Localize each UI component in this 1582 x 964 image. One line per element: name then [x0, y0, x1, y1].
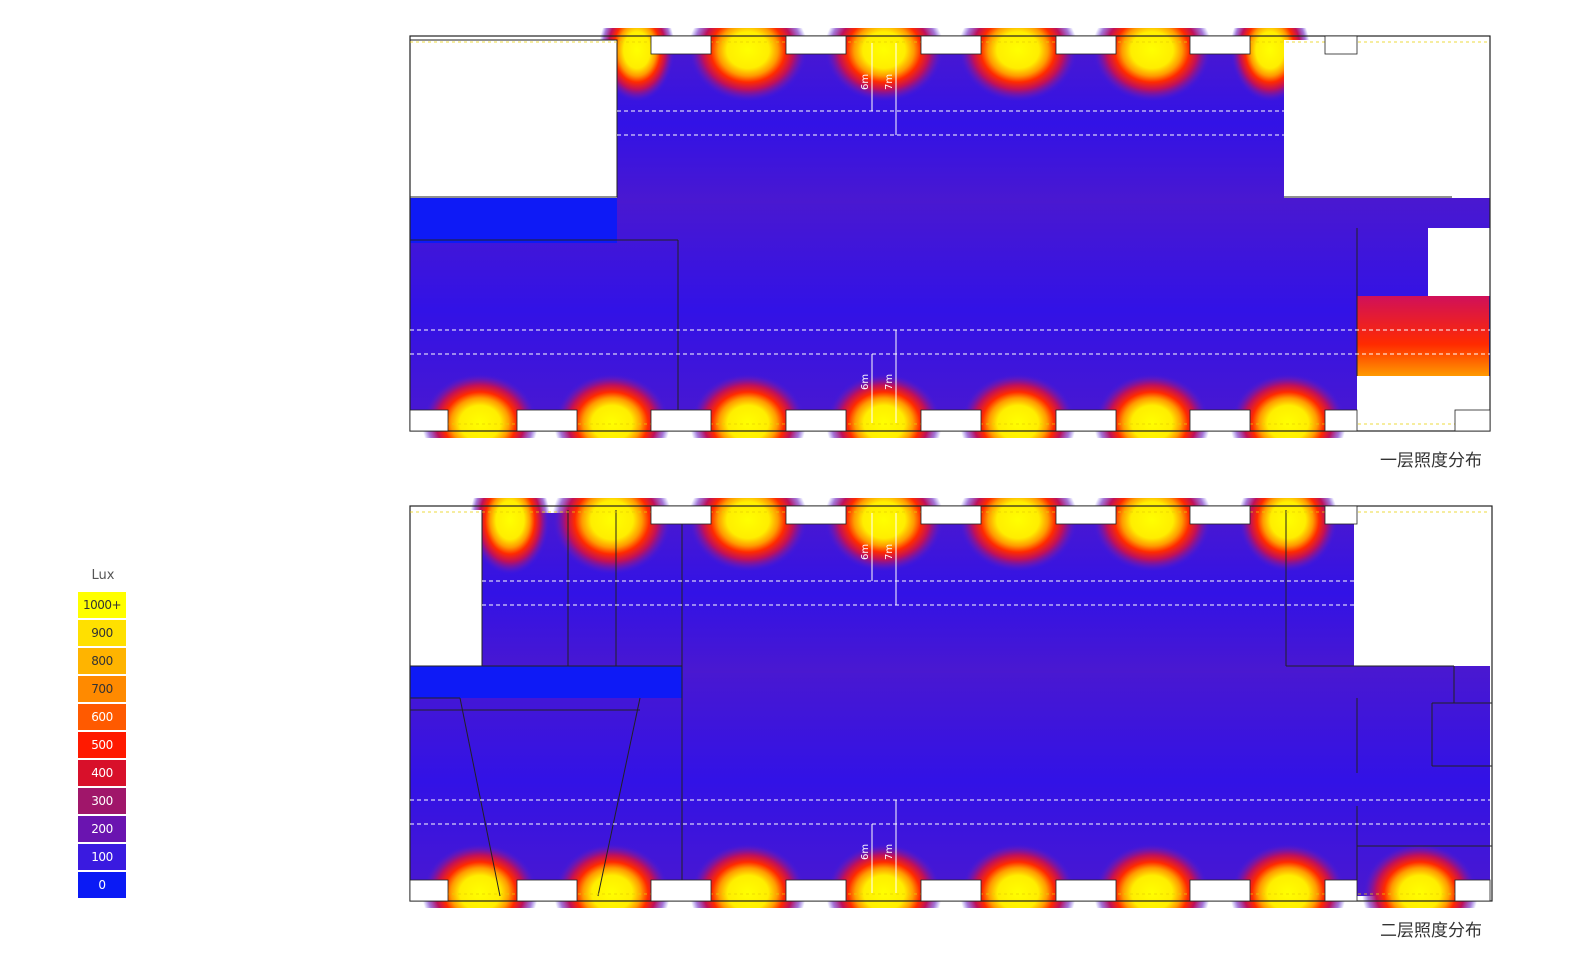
floor-1-illuminance-plan: 6m 7m 6m 7m	[409, 28, 1491, 438]
dim-7m-bottom: 7m	[884, 374, 895, 390]
floor-2-caption: 二层照度分布	[1380, 921, 1482, 941]
legend-swatch: 600	[78, 704, 126, 730]
legend-swatch: 400	[78, 760, 126, 786]
floor-1-caption: 一层照度分布	[1380, 451, 1482, 471]
legend-swatch: 500	[78, 732, 126, 758]
dim-7m-top: 7m	[884, 544, 895, 560]
legend-swatch: 0	[78, 872, 126, 898]
legend-swatch: 900	[78, 620, 126, 646]
dim-6m-top: 6m	[860, 74, 871, 90]
legend-swatch: 300	[78, 788, 126, 814]
legend-swatch: 700	[78, 676, 126, 702]
legend-swatch: 200	[78, 816, 126, 842]
dim-7m-top: 7m	[884, 74, 895, 90]
floor-2-illuminance-plan: 6m 7m 6m 7m	[409, 498, 1493, 908]
legend-swatch: 100	[78, 844, 126, 870]
dim-6m-bottom: 6m	[860, 374, 871, 390]
legend-title: Lux	[91, 568, 115, 583]
legend-swatch: 1000+	[78, 592, 126, 618]
dim-6m-bottom: 6m	[860, 844, 871, 860]
legend-swatch: 800	[78, 648, 126, 674]
dim-7m-bottom: 7m	[884, 844, 895, 860]
dim-6m-top: 6m	[860, 544, 871, 560]
